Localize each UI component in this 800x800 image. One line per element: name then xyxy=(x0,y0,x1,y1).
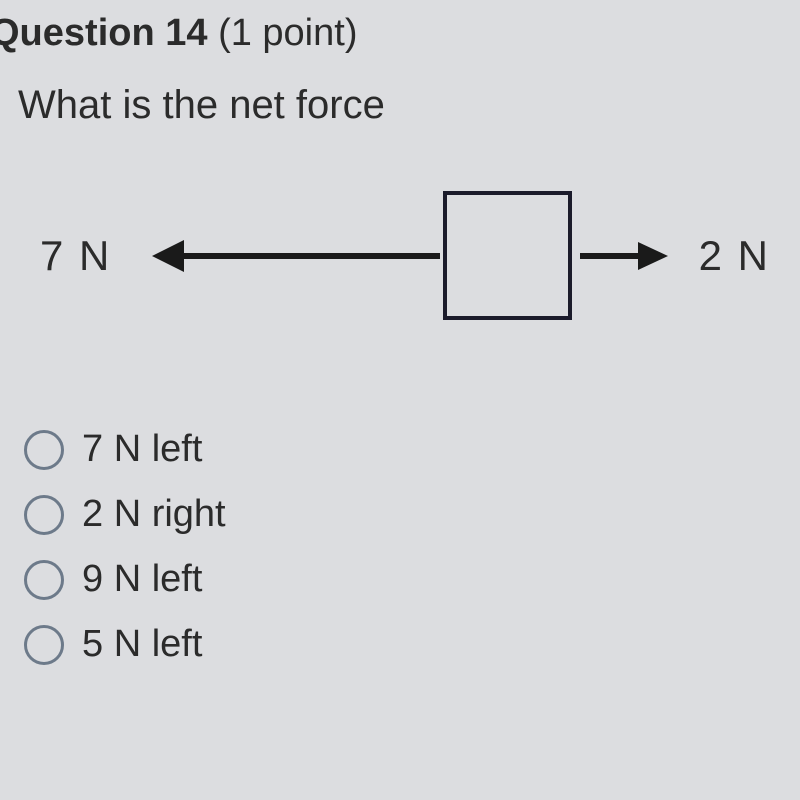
option-label: 7 N left xyxy=(82,428,202,471)
right-force-label: 2 N xyxy=(699,232,770,280)
radio-button[interactable] xyxy=(24,430,64,470)
force-diagram-svg xyxy=(140,188,700,338)
answer-options: 7 N left 2 N right 9 N left 5 N left xyxy=(0,428,800,666)
question-prompt: What is the net force xyxy=(0,83,800,128)
question-number: 14 xyxy=(165,12,207,54)
left-force-label: 7 N xyxy=(40,232,111,280)
object-box xyxy=(445,193,570,318)
option-row: 9 N left xyxy=(24,558,800,601)
option-row: 2 N right xyxy=(24,493,800,536)
force-diagram: 7 N 2 N xyxy=(40,188,760,348)
question-number-prefix: Question xyxy=(0,12,165,54)
option-row: 5 N left xyxy=(24,623,800,666)
option-label: 9 N left xyxy=(82,558,202,601)
radio-button[interactable] xyxy=(24,625,64,665)
option-row: 7 N left xyxy=(24,428,800,471)
left-arrow-head-icon xyxy=(152,240,184,272)
radio-button[interactable] xyxy=(24,560,64,600)
right-arrow-head-icon xyxy=(638,242,668,270)
question-points: (1 point) xyxy=(208,12,358,54)
option-label: 2 N right xyxy=(82,493,226,536)
option-label: 5 N left xyxy=(82,623,202,666)
question-header: Question 14 (1 point) xyxy=(0,0,800,55)
radio-button[interactable] xyxy=(24,495,64,535)
